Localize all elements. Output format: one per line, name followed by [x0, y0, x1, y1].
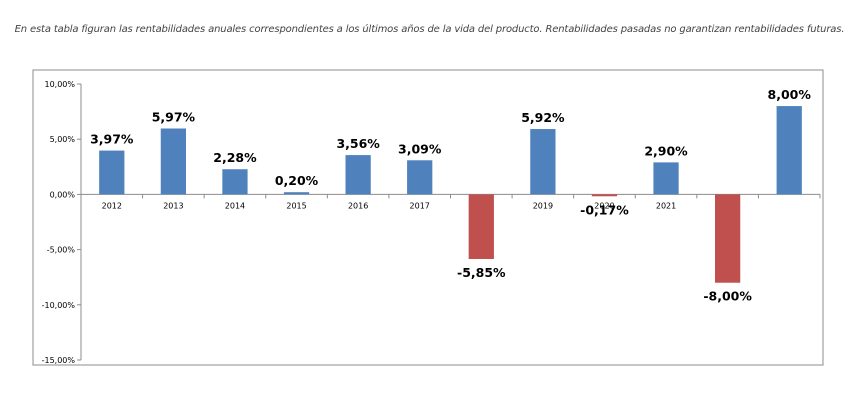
y-tick-label: 10,00%: [44, 80, 75, 89]
bar: [591, 194, 618, 197]
y-tick-label: -5,00%: [47, 246, 76, 255]
bar: [345, 155, 371, 195]
x-axis: 2012201320142015201620172018201920202021…: [80, 193, 821, 210]
data-label: 3,56%: [336, 136, 380, 151]
bar: [283, 192, 310, 195]
bar: [530, 129, 556, 195]
data-label: 8,00%: [768, 87, 812, 102]
data-label: 2,90%: [644, 143, 688, 158]
bar: [99, 150, 125, 195]
data-label: 5,97%: [152, 109, 196, 124]
x-category-label: 2015: [286, 201, 306, 210]
x-category-label: 2016: [348, 201, 368, 210]
x-category-label: 2020: [594, 201, 614, 210]
x-category-label: 2021: [656, 201, 676, 210]
y-tick-label: -10,00%: [42, 301, 76, 310]
y-axis: 10,00% 5,00% 0,00% -5,00% -10,00% -15,00%: [42, 80, 82, 365]
bar: [160, 128, 186, 195]
data-label: -0,17%: [580, 202, 629, 217]
y-tick-label: 0,00%: [50, 190, 76, 199]
x-category-label: 2014: [225, 201, 245, 210]
data-label: -5,85%: [457, 265, 506, 280]
x-category-label: 2019: [533, 201, 553, 210]
intro-text: En esta tabla figuran las rentabilidades…: [14, 24, 845, 35]
value-labels: 3,97% 5,97% 2,28% 0,20% 3,56% 3,09% -5,85% 5,92…: [90, 87, 811, 304]
data-label: 2,28%: [213, 150, 257, 165]
x-category-label: 2012: [102, 201, 122, 210]
bar: [715, 194, 741, 283]
bars: [99, 106, 802, 283]
data-label: 5,92%: [521, 110, 565, 125]
data-label: 0,20%: [275, 173, 319, 188]
bar: [468, 194, 494, 259]
bar: [776, 106, 802, 195]
y-tick-label: 5,00%: [50, 135, 76, 144]
data-label: 3,97%: [90, 132, 134, 147]
data-label: 3,09%: [398, 141, 442, 156]
chart-frame: [32, 69, 824, 366]
x-category-label: 2013: [163, 201, 183, 210]
y-tick-label: -15,00%: [42, 356, 76, 365]
data-label: -8,00%: [703, 289, 752, 304]
bar: [222, 169, 248, 195]
x-category-label: 2017: [410, 201, 430, 210]
bar: [407, 160, 433, 195]
bar: [653, 162, 679, 195]
